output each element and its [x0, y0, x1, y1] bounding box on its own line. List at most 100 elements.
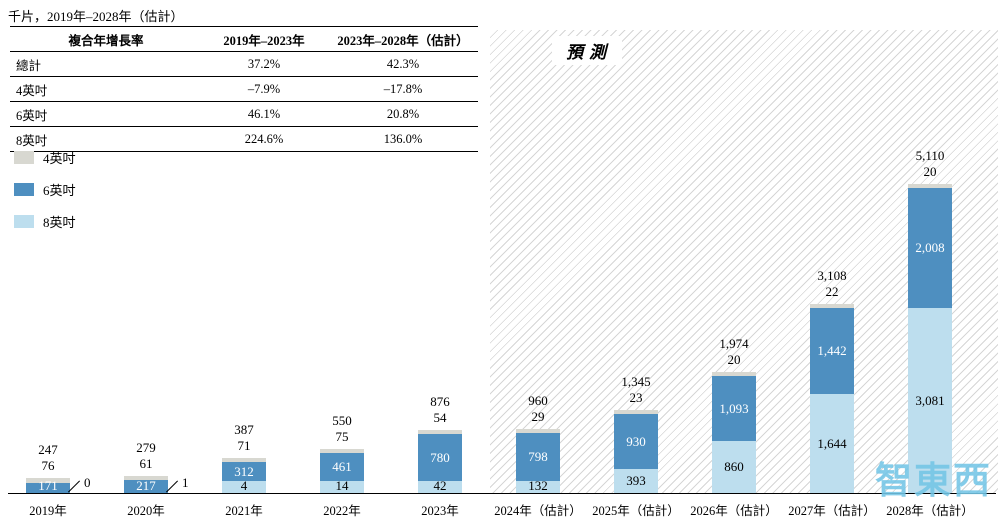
- legend: 4英吋 6英吋 8英吋: [14, 148, 76, 244]
- x-tick-label: 2025年（估計）: [592, 504, 680, 518]
- x-tick-label: 2022年: [323, 504, 361, 518]
- legend-swatch-6inch: [14, 183, 34, 196]
- bar-total-label: 1,974: [719, 335, 749, 351]
- cagr-value: –17.8%: [328, 76, 478, 102]
- bar-2023年: 876 54 780 42: [418, 0, 462, 493]
- bar-total-label: 279: [136, 439, 156, 455]
- bar-total-label: 550: [332, 412, 352, 428]
- bar-6inch-label: 461: [332, 459, 352, 475]
- bar-segment-4inch: [320, 448, 364, 454]
- cagr-value: 42.3%: [328, 51, 478, 77]
- bar-4inch-label: 54: [433, 410, 447, 426]
- bar-2021年: 387 71 312 4: [222, 0, 266, 493]
- bar-6inch-label: 171: [38, 478, 58, 493]
- forecast-label: 預測: [552, 36, 622, 65]
- bar-6inch-label: 1,442: [817, 343, 847, 359]
- legend-swatch-4inch: [14, 151, 34, 164]
- bar-4inch-label: 71: [237, 438, 251, 454]
- bar-2028年（估計）: 5,110 20 2,008 3,081: [908, 0, 952, 493]
- bar-6inch-label: 930: [626, 433, 646, 449]
- cagr-row-4inch: 4英吋 –7.9% –17.8%: [10, 76, 478, 102]
- bar-6inch-label: 312: [234, 463, 254, 479]
- bar-segment-6inch: [124, 479, 168, 493]
- bar-segment-8inch: [712, 441, 756, 493]
- cagr-row-total: 總計 37.2% 42.3%: [10, 51, 478, 77]
- cagr-header-metric: 複合年增長率: [10, 26, 200, 52]
- bar-6inch-label: 798: [528, 449, 548, 465]
- bar-segment-8inch: [418, 481, 462, 493]
- bar-2027年（估計）: 3,108 22 1,442 1,644: [810, 0, 854, 493]
- cagr-row-label: 8英吋: [10, 126, 200, 152]
- bars-area: 247 76 171 0 279 61 217 1 387 71 312 4 550 75 461 14 876…: [26, 0, 952, 493]
- bar-segment-6inch: [810, 307, 854, 395]
- bar-segment-6inch: [908, 187, 952, 309]
- bar-8inch-label: 3,081: [915, 392, 945, 408]
- bar-2019年: 247 76 171 0: [26, 0, 91, 493]
- bar-8inch-label: 860: [724, 459, 744, 475]
- bar-8inch-label: 0: [84, 475, 91, 490]
- bar-6inch-label: 1,093: [719, 400, 749, 416]
- bar-segment-6inch: [320, 453, 364, 481]
- bar-total-label: 5,110: [915, 147, 945, 163]
- bar-segment-4inch: [516, 429, 560, 434]
- bar-segment-6inch: [26, 482, 70, 493]
- bar-total-label: 876: [430, 394, 450, 410]
- bar-total-label: 387: [234, 422, 254, 438]
- bar-segment-4inch: [908, 183, 952, 188]
- legend-item-8inch: 8英吋: [14, 212, 76, 231]
- bar-segment-4inch: [614, 409, 658, 414]
- x-tick-label: 2020年: [127, 504, 165, 518]
- bar-total-label: 247: [38, 442, 58, 458]
- bar-segment-8inch: [516, 481, 560, 493]
- bar-segment-4inch: [26, 478, 70, 483]
- bar-segment-4inch: [124, 475, 168, 480]
- bar-total-label: 3,108: [817, 267, 847, 283]
- bar-4inch-label: 20: [923, 163, 937, 179]
- cagr-table: 複合年增長率 2019年–2023年 2023年–2028年（估計） 總計 37…: [10, 26, 478, 152]
- cagr-row-label: 4英吋: [10, 76, 200, 102]
- bar-segment-8inch: [320, 481, 364, 493]
- legend-label-4inch: 4英吋: [43, 151, 76, 166]
- bar-segment-8inch: [908, 308, 952, 493]
- bar-8inch-label: 14: [335, 478, 349, 493]
- bar-4inch-label: 61: [139, 455, 153, 471]
- bar-total-label: 960: [528, 393, 548, 409]
- legend-item-6inch: 6英吋: [14, 180, 76, 199]
- bar-segment-6inch: [712, 375, 756, 442]
- bar-segment-6inch: [614, 413, 658, 470]
- bar-8inch-label: 4: [240, 478, 248, 493]
- x-tick-label: 2021年: [225, 504, 263, 518]
- bar-8inch-label: 393: [626, 473, 646, 489]
- bar-2025年（估計）: 1,345 23 930 393: [614, 0, 658, 493]
- legend-swatch-8inch: [14, 215, 34, 228]
- legend-label-6inch: 6英吋: [43, 183, 76, 198]
- bar-2026年（估計）: 1,974 20 1,093 860: [712, 0, 756, 493]
- bar-6inch-label: 2,008: [915, 239, 945, 255]
- cagr-header-row: 複合年增長率 2019年–2023年 2023年–2028年（估計）: [10, 26, 478, 52]
- bar-segment-4inch: [418, 430, 462, 435]
- bar-segment-4inch: [222, 458, 266, 463]
- bar-2020年: 279 61 217 1: [124, 0, 189, 493]
- x-tick-label: 2028年（估計）: [886, 504, 974, 518]
- x-tick-label: 2024年（估計）: [494, 504, 582, 518]
- bar-segment-6inch: [418, 434, 462, 481]
- bar-4inch-label: 20: [727, 351, 741, 367]
- cagr-value: 37.2%: [200, 51, 328, 77]
- bar-segment-8inch: [810, 394, 854, 493]
- bar-8inch-label: 42: [433, 478, 447, 493]
- bar-6inch-label: 217: [136, 478, 156, 493]
- bar-2024年（估計）: 960 29 798 132: [516, 0, 560, 493]
- bar-4inch-label: 75: [335, 428, 349, 444]
- legend-label-8inch: 8英吋: [43, 215, 76, 230]
- cagr-value: 46.1%: [200, 101, 328, 127]
- cagr-value: 20.8%: [328, 101, 478, 127]
- x-tick-label: 2027年（估計）: [788, 504, 876, 518]
- bar-segment-6inch: [516, 433, 560, 481]
- cagr-row-label: 總計: [10, 51, 200, 77]
- cagr-header-period2: 2023年–2028年（估計）: [328, 26, 478, 52]
- bar-8inch-label: 1: [182, 475, 189, 490]
- watermark: 智東西: [875, 460, 992, 501]
- bar-2022年: 550 75 461 14: [320, 0, 364, 493]
- bar-8inch-label: 1,644: [817, 435, 847, 451]
